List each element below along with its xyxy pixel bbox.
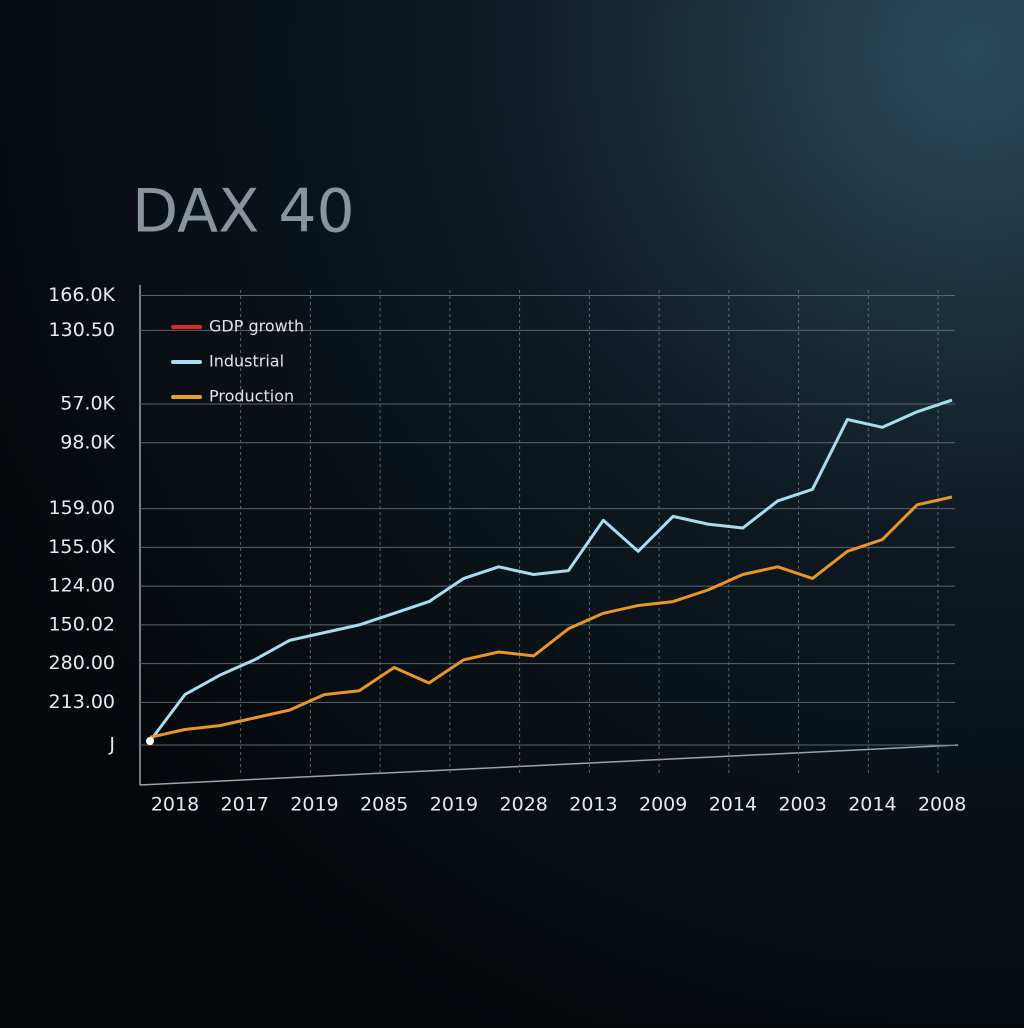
x-tick-label: 2014: [709, 794, 757, 816]
y-tick-label: 159.00: [49, 497, 115, 519]
y-tick-label: 155.0K: [48, 536, 115, 558]
y-tick-label: 166.0K: [48, 284, 115, 306]
y-tick-label: J: [108, 734, 115, 756]
x-tick-label: 2017: [221, 794, 269, 816]
y-tick-label: 130.50: [49, 319, 115, 341]
y-tick-label: 124.00: [49, 575, 115, 597]
series-line: [148, 398, 953, 743]
legend-label: GDP growth: [209, 317, 304, 336]
x-tick-label: 2019: [430, 794, 478, 816]
x-tick-label: 2085: [360, 794, 408, 816]
start-dot: [146, 737, 154, 746]
y-tick-label: 213.00: [49, 691, 115, 713]
x-tick-label: 2013: [569, 794, 617, 816]
x-tick-label: 2008: [918, 794, 966, 816]
series-line: [149, 495, 953, 739]
y-tick-label: 150.02: [49, 613, 115, 635]
x-axis: [139, 744, 959, 786]
chart-title: DAX 40: [132, 177, 355, 247]
y-tick-label: 98.0K: [60, 431, 115, 453]
legend-label: Industrial: [209, 352, 284, 371]
x-tick-label: 2003: [778, 794, 826, 816]
x-tick-label: 2014: [848, 794, 896, 816]
y-tick-label: 280.00: [49, 652, 115, 674]
x-tick-label: 2018: [151, 794, 199, 816]
legend-label: Production: [209, 387, 294, 406]
x-tick-label: 2019: [290, 794, 338, 816]
y-tick-label: 57.0K: [60, 393, 115, 415]
x-tick-label: 2028: [500, 794, 548, 816]
x-tick-label: 2009: [639, 794, 687, 816]
